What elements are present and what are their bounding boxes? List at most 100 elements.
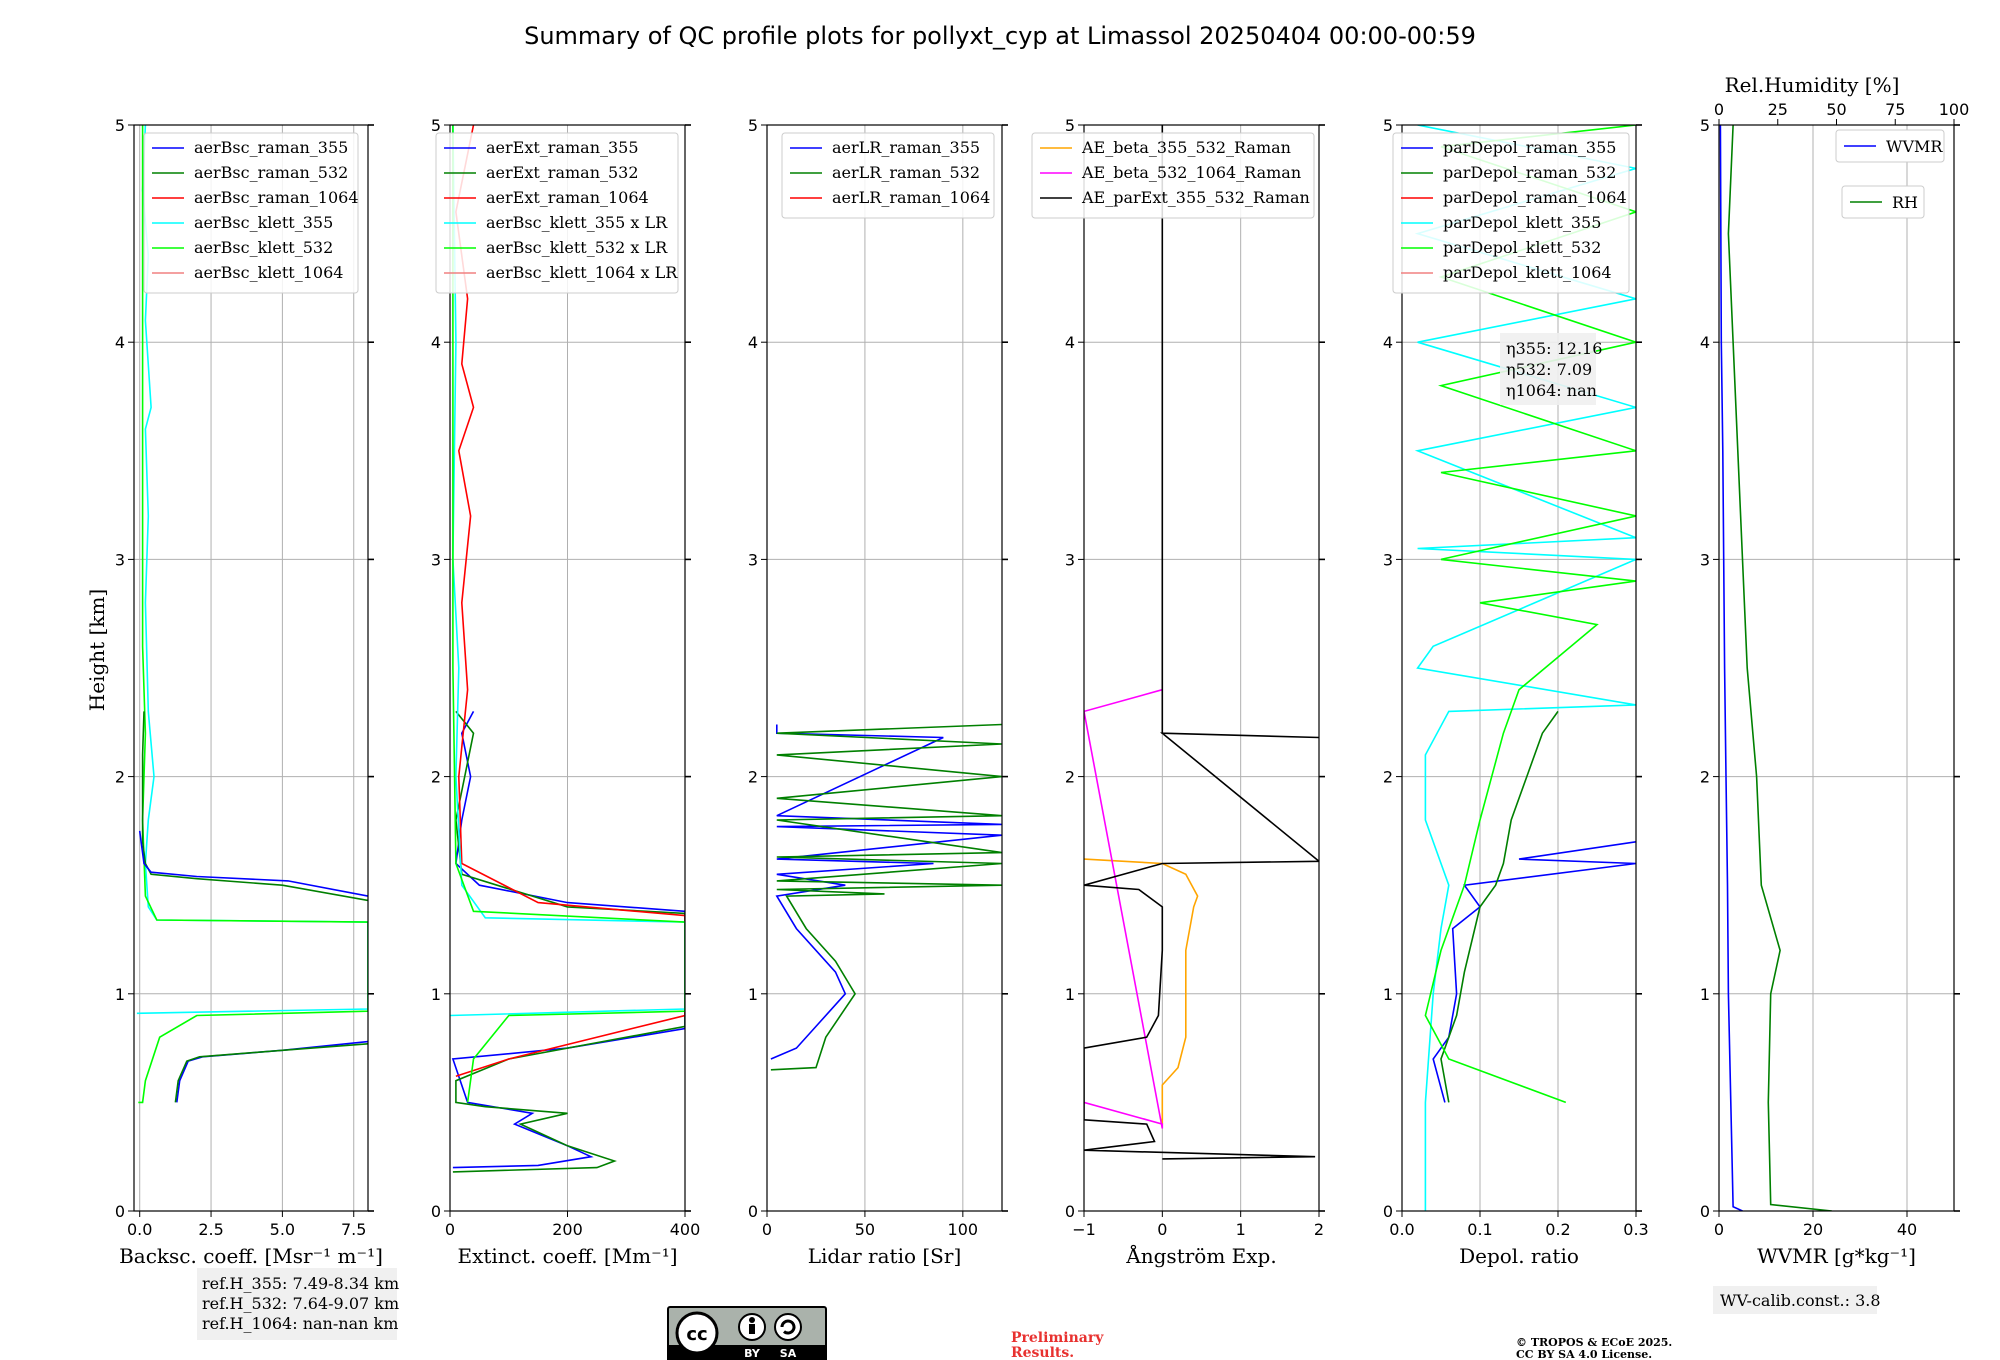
rh-tick-label-0: 0 xyxy=(1714,100,1724,119)
series-line-parDepol_raman_532 xyxy=(1440,710,1559,1103)
series-line-aerLR_raman_532 xyxy=(770,723,1002,1071)
x-tick-label-wv-1: 20 xyxy=(1803,1220,1823,1239)
x-tick-label-ae-3: 2 xyxy=(1314,1220,1324,1239)
x-tick-label-depol-3: 0.3 xyxy=(1623,1220,1648,1239)
y-tick-label-ext-1: 1 xyxy=(431,985,441,1004)
x-axis-label-depol: Depol. ratio xyxy=(1459,1244,1579,1268)
y-tick-label-wv-0: 0 xyxy=(1700,1202,1710,1221)
legend-bsc: aerBsc_raman_355 aerBsc_raman_532 aerBsc_r… xyxy=(143,132,359,294)
series-line-aerBsc_raman_532 xyxy=(174,1043,368,1103)
x-tick-label-wv-2: 40 xyxy=(1897,1220,1917,1239)
eta-annotation: η355: 12.16 η532: 7.09 η1064: nan xyxy=(1500,333,1602,405)
series-line-RH xyxy=(1727,125,1832,1211)
svg-text:cc: cc xyxy=(686,1324,707,1345)
y-tick-label-lr-4: 4 xyxy=(748,333,758,352)
rh-tick-label-1: 25 xyxy=(1768,100,1788,119)
series-group-lr xyxy=(770,723,1002,1071)
y-tick-label-depol-5: 5 xyxy=(1383,116,1393,135)
copyright-line-2: CC BY SA 4.0 License. xyxy=(1516,1348,1652,1360)
legend-label-aerBsc_raman_355: aerBsc_raman_355 xyxy=(194,138,348,157)
legend-frame-bsc xyxy=(143,132,359,294)
eta-note-0: η355: 12.16 xyxy=(1506,339,1602,358)
rh-tick-label-4: 100 xyxy=(1939,100,1970,119)
y-tick-label-ae-5: 5 xyxy=(1065,116,1075,135)
x-axis-label-lr: Lidar ratio [Sr] xyxy=(808,1244,962,1268)
panel-bsc: 0.0 2.5 5.0 7.5 0 1 2 3 4 5 Backsc. coeff. [Msr⁻¹ … xyxy=(115,116,383,1268)
legend-frame-ae xyxy=(1031,132,1315,219)
y-tick-label-depol-0: 0 xyxy=(1383,1202,1393,1221)
legend-label-parDepol_klett_532: parDepol_klett_532 xyxy=(1443,238,1601,257)
y-tick-label-lr-0: 0 xyxy=(748,1202,758,1221)
wv-calib-note: WV-calib.const.: 3.8 xyxy=(1720,1291,1881,1310)
legend-ae: AE_beta_355_532_Raman AE_beta_532_1064_Ra… xyxy=(1031,132,1315,219)
legend-label-aerBsc_klett_532: aerBsc_klett_532 xyxy=(194,238,333,257)
y-tick-label-bsc-1: 1 xyxy=(115,985,125,1004)
x-tick-label-ae-2: 1 xyxy=(1236,1220,1246,1239)
x-tick-label-lr-2: 100 xyxy=(948,1220,979,1239)
legend-label-parDepol_raman_355: parDepol_raman_355 xyxy=(1443,138,1616,157)
x-axis-label-ext: Extinct. coeff. [Mm⁻¹] xyxy=(457,1244,677,1268)
series-line-parDepol_klett_532 xyxy=(1424,125,1636,1104)
y-tick-label-wv-4: 4 xyxy=(1700,333,1710,352)
y-tick-label-bsc-4: 4 xyxy=(115,333,125,352)
legend-label-aerBsc_klett_355: aerBsc_klett_355 xyxy=(194,213,333,232)
y-tick-label-ext-4: 4 xyxy=(431,333,441,352)
y-tick-label-bsc-0: 0 xyxy=(115,1202,125,1221)
y-tick-label-ext-2: 2 xyxy=(431,768,441,787)
legend-frame-lr xyxy=(781,132,995,219)
y-tick-label-bsc-3: 3 xyxy=(115,550,125,569)
legend-label-aerLR_raman_355: aerLR_raman_355 xyxy=(832,138,980,157)
legend-frame-ext xyxy=(435,132,679,294)
x-axis-label-wv: WVMR [g*kg⁻¹] xyxy=(1757,1244,1916,1268)
panels: 0.0 2.5 5.0 7.5 0 1 2 3 4 5 Backsc. coeff. [Msr⁻¹ … xyxy=(115,100,1969,1268)
refh-note-box xyxy=(197,1268,397,1340)
series-group-ae xyxy=(1084,125,1319,1160)
y-tick-label-ext-0: 0 xyxy=(431,1202,441,1221)
cc-by-label: BY xyxy=(744,1347,761,1360)
axes-frame-depol xyxy=(1401,124,1637,1212)
series-line-aerLR_raman_355 xyxy=(770,724,1002,1060)
copyright-line-1: © TROPOS & ECoE 2025. xyxy=(1516,1336,1672,1349)
y-tick-label-depol-4: 4 xyxy=(1383,333,1393,352)
y-tick-label-bsc-5: 5 xyxy=(115,116,125,135)
series-line-bsc-extra-1 xyxy=(138,830,368,897)
legend-label-aerLR_raman_532: aerLR_raman_532 xyxy=(832,163,980,182)
axes-frame-bsc xyxy=(133,124,369,1212)
series-line-aerExt_raman_1064 xyxy=(455,125,685,1078)
y-tick-label-bsc-2: 2 xyxy=(115,768,125,787)
x-tick-label-bsc-3: 7.5 xyxy=(341,1220,366,1239)
x-tick-label-ext-1: 200 xyxy=(552,1220,583,1239)
legend-rh: RH xyxy=(1841,185,1925,219)
legend-label-AE_beta_532_1064_Raman: AE_beta_532_1064_Raman xyxy=(1081,163,1301,182)
y-tick-label-lr-5: 5 xyxy=(748,116,758,135)
series-line-AE_beta_532_1064_Raman xyxy=(1084,688,1164,1129)
x-tick-label-bsc-2: 5.0 xyxy=(270,1220,295,1239)
series-line-aerBsc_klett_532 xyxy=(138,125,368,1104)
wv-calib-box xyxy=(1713,1286,1877,1314)
series-group-bsc xyxy=(136,125,368,1104)
y-tick-label-lr-1: 1 xyxy=(748,985,758,1004)
panel-wv: 0 20 40 0 1 2 3 4 5 WVMR [g*kg⁻¹] 0 25 50 75 100 WVMR RH xyxy=(1700,100,1969,1268)
legend-label-aerBsc_raman_1064: aerBsc_raman_1064 xyxy=(194,188,359,207)
y-tick-label-ae-1: 1 xyxy=(1065,985,1075,1004)
legend-label-aerBsc_klett_532 x LR: aerBsc_klett_532 x LR xyxy=(486,238,668,257)
x-tick-label-ext-0: 0 xyxy=(445,1220,455,1239)
series-line-AE_parExt_355_532_Raman xyxy=(1084,125,1319,1160)
legend-frame-wvmr xyxy=(1835,129,1945,163)
legend-label-AE_beta_355_532_Raman: AE_beta_355_532_Raman xyxy=(1081,138,1291,157)
x-tick-label-lr-0: 0 xyxy=(762,1220,772,1239)
y-tick-label-wv-5: 5 xyxy=(1700,116,1710,135)
series-line-parDepol_raman_355 xyxy=(1432,841,1636,1103)
cc-sa-label: SA xyxy=(780,1347,797,1360)
y-tick-label-lr-3: 3 xyxy=(748,550,758,569)
legend-ext: aerExt_raman_355 aerExt_raman_532 aerExt_r… xyxy=(435,132,679,294)
refh-note-1064: ref.H_1064: nan-nan km xyxy=(202,1314,398,1333)
panel-depol: 0.0 0.1 0.2 0.3 0 1 2 3 4 5 Depol. ratio parDepol_r… xyxy=(1383,116,1649,1268)
y-tick-label-wv-3: 3 xyxy=(1700,550,1710,569)
legend-label-parDepol_raman_532: parDepol_raman_532 xyxy=(1443,163,1616,182)
legend-label-aerBsc_klett_1064 x LR: aerBsc_klett_1064 x LR xyxy=(486,263,678,282)
x-tick-label-wv-0: 0 xyxy=(1714,1220,1724,1239)
legend-label-WVMR: WVMR xyxy=(1886,137,1943,156)
